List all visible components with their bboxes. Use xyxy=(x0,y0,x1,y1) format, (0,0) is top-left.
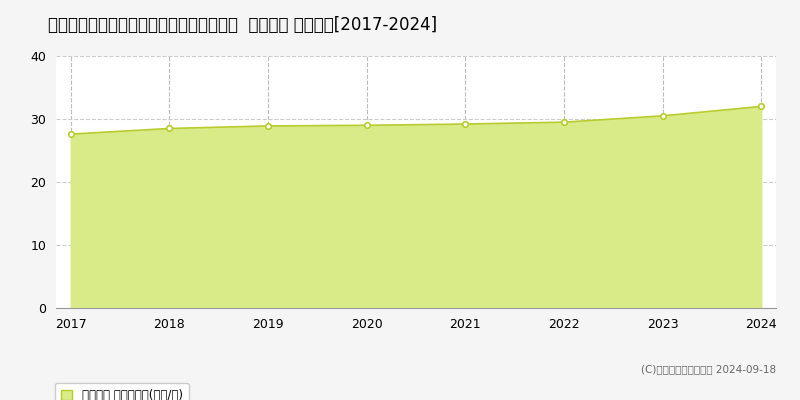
Text: (C)土地価格ドットコム 2024-09-18: (C)土地価格ドットコム 2024-09-18 xyxy=(641,364,776,374)
Legend: 公示地価 平均坊単価(万円/坊): 公示地価 平均坊単価(万円/坊) xyxy=(54,383,189,400)
Text: 千葉県成田市はなのき台１丁目２２番１３  公示地価 地価推移[2017-2024]: 千葉県成田市はなのき台１丁目２２番１３ 公示地価 地価推移[2017-2024] xyxy=(48,16,437,34)
